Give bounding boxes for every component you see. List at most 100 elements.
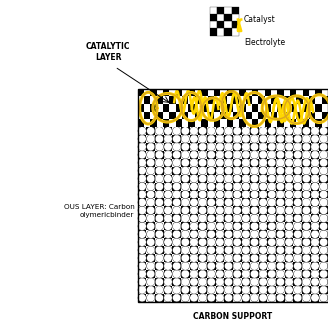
Bar [198, 159, 207, 167]
Circle shape [181, 230, 190, 238]
Circle shape [190, 246, 198, 254]
Circle shape [147, 206, 155, 215]
Circle shape [242, 198, 250, 207]
Circle shape [285, 158, 293, 167]
Text: Electrolyte: Electrolyte [244, 38, 285, 47]
Circle shape [173, 135, 181, 143]
Bar [207, 222, 215, 230]
Bar [285, 151, 294, 159]
Bar [224, 143, 233, 151]
Circle shape [268, 270, 276, 278]
Circle shape [319, 151, 328, 159]
Circle shape [224, 286, 233, 294]
Circle shape [294, 246, 302, 254]
Circle shape [147, 238, 155, 246]
Circle shape [233, 230, 241, 238]
Bar [267, 230, 276, 238]
Circle shape [198, 222, 207, 230]
Bar [276, 174, 285, 183]
Circle shape [164, 151, 172, 159]
Bar [277, 119, 284, 127]
Circle shape [216, 278, 224, 286]
Bar [164, 174, 172, 183]
Bar [311, 246, 319, 254]
Bar [176, 89, 182, 96]
Bar [138, 119, 144, 127]
Circle shape [294, 278, 302, 286]
Bar [215, 222, 224, 230]
Bar [163, 89, 170, 96]
Bar [267, 222, 276, 230]
Circle shape [233, 238, 241, 246]
Circle shape [319, 174, 328, 183]
Circle shape [285, 206, 293, 215]
Bar [198, 246, 207, 254]
Bar [207, 262, 215, 270]
Bar [207, 127, 215, 135]
Circle shape [138, 230, 146, 238]
Bar [172, 246, 181, 254]
Bar [198, 238, 207, 246]
Circle shape [302, 222, 311, 230]
Circle shape [216, 198, 224, 207]
Circle shape [190, 127, 198, 135]
Circle shape [155, 206, 164, 215]
Bar [259, 191, 267, 198]
Circle shape [233, 190, 241, 199]
Bar [276, 198, 285, 206]
Bar [146, 206, 155, 215]
Bar [155, 222, 164, 230]
Bar [163, 96, 170, 104]
Bar [276, 151, 285, 159]
Bar [250, 127, 259, 135]
Bar [190, 278, 198, 286]
Bar [182, 104, 189, 112]
Circle shape [242, 222, 250, 230]
Bar [227, 119, 233, 127]
Bar [215, 135, 224, 143]
Bar [227, 96, 233, 104]
Circle shape [216, 151, 224, 159]
Bar [294, 254, 302, 262]
Bar [198, 270, 207, 278]
Bar [224, 167, 233, 174]
Circle shape [207, 174, 215, 183]
Circle shape [268, 230, 276, 238]
Bar [250, 222, 259, 230]
Bar [146, 230, 155, 238]
Bar [303, 119, 309, 127]
Bar [241, 238, 250, 246]
Bar [155, 159, 164, 167]
Circle shape [250, 158, 259, 167]
Circle shape [198, 254, 207, 262]
Bar [146, 262, 155, 270]
Bar [190, 246, 198, 254]
Circle shape [259, 135, 267, 143]
Circle shape [250, 127, 259, 135]
Circle shape [285, 246, 293, 254]
Circle shape [173, 206, 181, 215]
Bar [319, 143, 328, 151]
Bar [276, 206, 285, 215]
Circle shape [302, 174, 311, 183]
Circle shape [198, 198, 207, 207]
Bar [215, 206, 224, 215]
Bar [294, 230, 302, 238]
Bar [259, 238, 267, 246]
Bar [207, 183, 215, 191]
Bar [285, 278, 294, 286]
Circle shape [164, 238, 172, 246]
Circle shape [216, 230, 224, 238]
Bar [170, 119, 176, 127]
Bar [267, 286, 276, 294]
Bar [215, 127, 224, 135]
Circle shape [173, 238, 181, 246]
Circle shape [276, 198, 285, 207]
Bar [172, 286, 181, 294]
Circle shape [233, 262, 241, 270]
Bar [207, 286, 215, 294]
Circle shape [294, 127, 302, 135]
Bar [267, 198, 276, 206]
Bar [190, 270, 198, 278]
Circle shape [285, 294, 293, 302]
